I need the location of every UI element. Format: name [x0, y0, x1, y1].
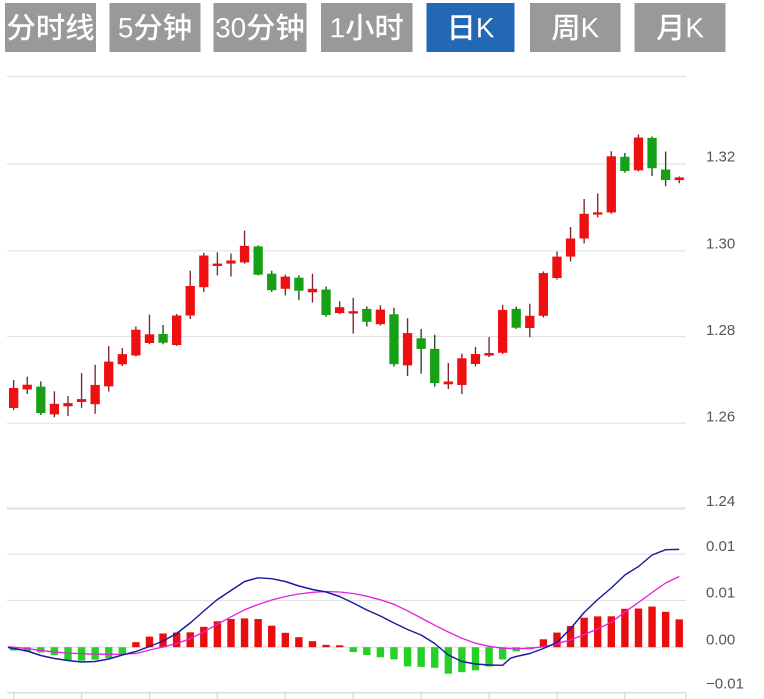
svg-text:1.24: 1.24 — [706, 493, 735, 510]
svg-text:0.01: 0.01 — [706, 538, 735, 555]
svg-text:1.32: 1.32 — [706, 148, 735, 165]
svg-text:1.28: 1.28 — [706, 322, 735, 339]
svg-text:1.26: 1.26 — [706, 408, 735, 425]
svg-text:0.00: 0.00 — [706, 632, 735, 649]
svg-text:1.30: 1.30 — [706, 236, 735, 253]
svg-text:0.01: 0.01 — [706, 585, 735, 602]
svg-text:−0.01: −0.01 — [706, 676, 744, 693]
